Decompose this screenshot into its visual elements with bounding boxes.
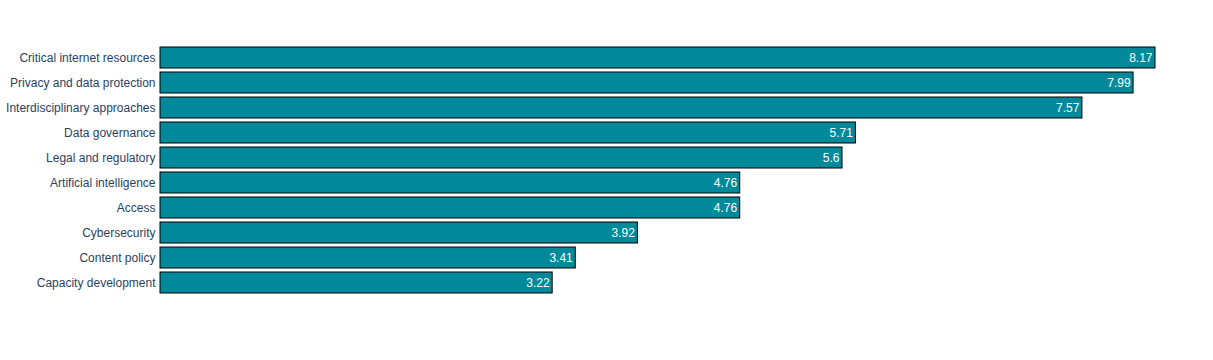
svg-text:Content policy: Content policy [79, 251, 155, 265]
svg-text:Capacity development: Capacity development [37, 276, 156, 290]
svg-text:3.22: 3.22 [526, 276, 550, 290]
svg-text:5.6: 5.6 [823, 151, 840, 165]
svg-text:Legal and regulatory: Legal and regulatory [46, 151, 155, 165]
svg-text:Access: Access [117, 201, 156, 215]
svg-text:4.76: 4.76 [714, 201, 738, 215]
svg-text:4.76: 4.76 [714, 176, 738, 190]
svg-text:Privacy and data protection: Privacy and data protection [10, 76, 155, 90]
svg-text:Interdisciplinary approaches: Interdisciplinary approaches [6, 101, 155, 115]
svg-text:Critical internet resources: Critical internet resources [19, 51, 155, 65]
svg-text:3.92: 3.92 [612, 226, 636, 240]
svg-text:8.17: 8.17 [1129, 51, 1153, 65]
svg-text:Cybersecurity: Cybersecurity [82, 226, 155, 240]
svg-text:3.41: 3.41 [549, 251, 573, 265]
svg-text:7.99: 7.99 [1107, 76, 1131, 90]
svg-text:Data governance: Data governance [64, 126, 156, 140]
svg-text:Artificial intelligence: Artificial intelligence [50, 176, 156, 190]
svg-text:5.71: 5.71 [830, 126, 854, 140]
svg-text:7.57: 7.57 [1056, 101, 1080, 115]
